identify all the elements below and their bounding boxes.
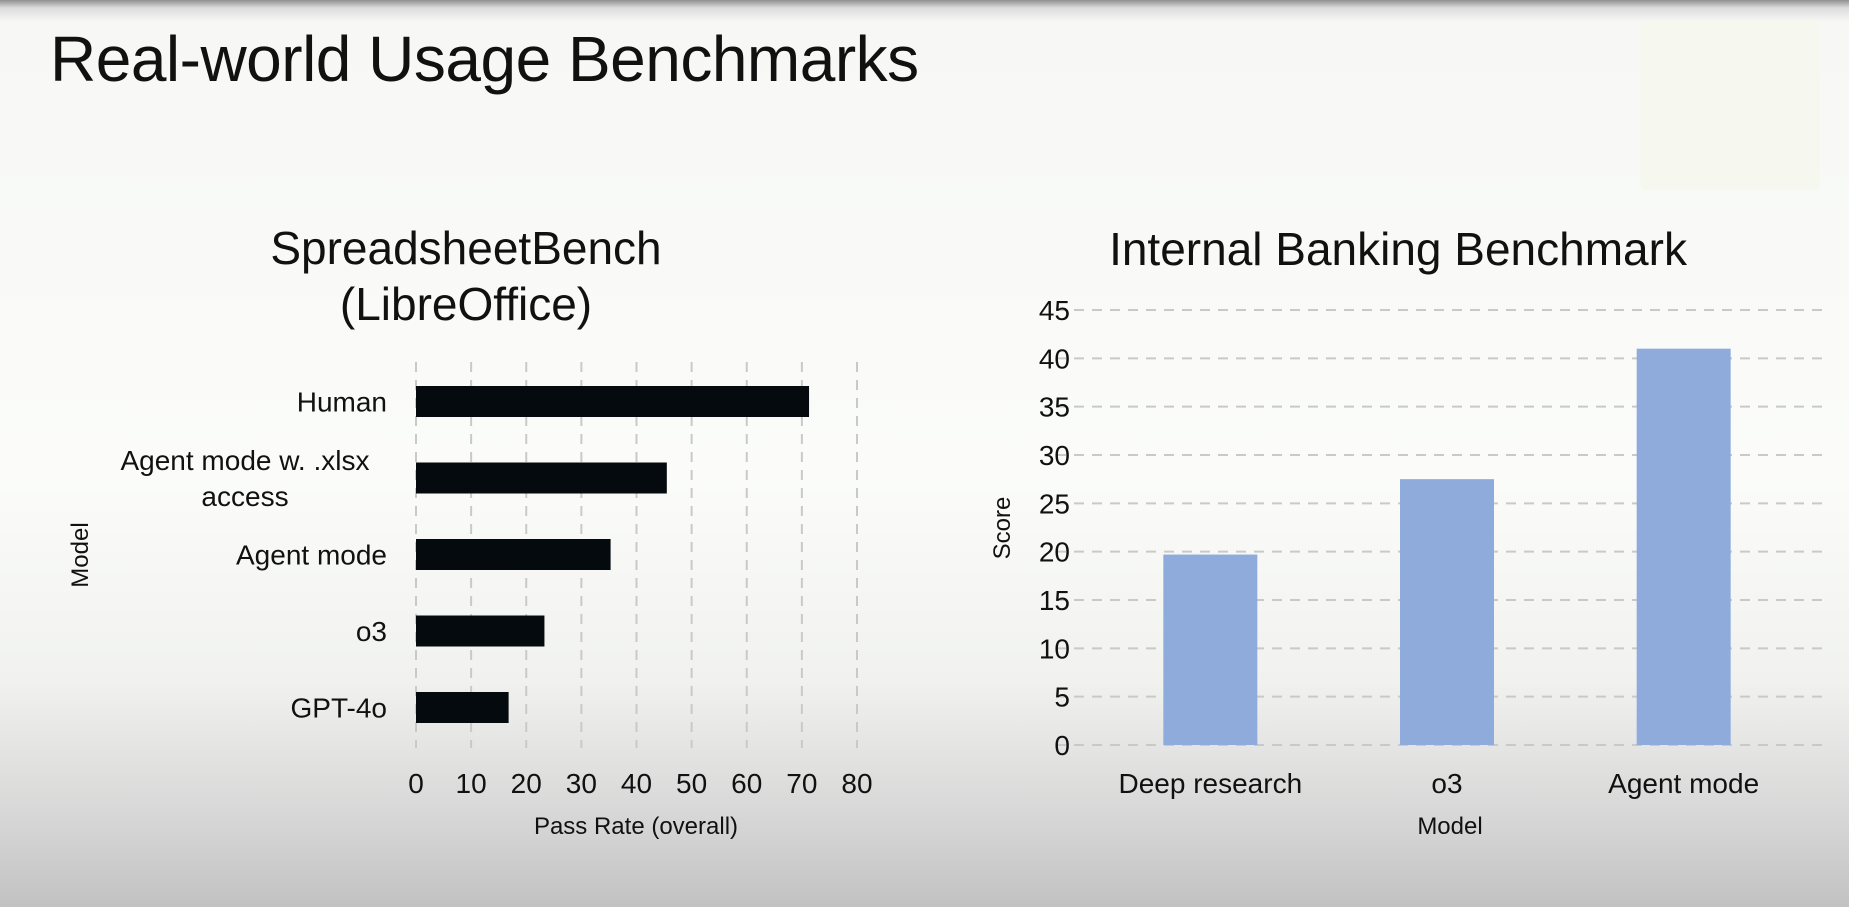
x-tick-label: 20: [511, 768, 542, 799]
slide-title: Real-world Usage Benchmarks: [50, 23, 919, 95]
category-label: Agent mode: [1608, 768, 1759, 799]
x-tick-label: 30: [566, 768, 597, 799]
x-tick-label: 0: [408, 768, 424, 799]
y-tick-label: 15: [1039, 585, 1070, 616]
x-axis-title: Pass Rate (overall): [534, 813, 738, 840]
y-tick-label: 45: [1039, 295, 1070, 326]
y-tick-label: 5: [1054, 682, 1070, 713]
category-label: Human: [297, 387, 387, 418]
y-axis-title: Score: [989, 497, 1016, 560]
spreadsheetbench-chart: SpreadsheetBench(LibreOffice) 0 10 20 30 40 50…: [67, 222, 873, 840]
x-tick-label: 50: [676, 768, 707, 799]
chart-title-line: (LibreOffice): [340, 278, 592, 330]
y-tick-label: 35: [1039, 392, 1070, 423]
x-tick-label: 40: [621, 768, 652, 799]
category-label: Agent mode: [236, 540, 387, 571]
x-tick-label: 10: [456, 768, 487, 799]
bar: [416, 386, 810, 417]
y-tick-label: 25: [1039, 488, 1070, 519]
bar: [416, 615, 545, 647]
bar: [416, 539, 611, 570]
category-label: access: [201, 481, 288, 512]
bar: [1636, 348, 1731, 745]
category-label: Agent mode w. .xlsx: [120, 445, 369, 476]
x-tick-label: 70: [786, 768, 817, 799]
y-axis-title: Model: [67, 522, 94, 587]
chart-title-line: SpreadsheetBench: [270, 222, 661, 274]
bar: [1163, 554, 1258, 745]
analytics-magnifier-icon: [1640, 20, 1820, 190]
y-tick-label: 10: [1039, 633, 1070, 664]
category-label: o3: [356, 616, 387, 647]
chart-title: Internal Banking Benchmark: [1109, 223, 1688, 275]
bar: [1400, 479, 1494, 745]
y-tick-label: 0: [1054, 730, 1070, 761]
y-tick-label: 30: [1039, 440, 1070, 471]
category-label: GPT-4o: [291, 693, 387, 724]
x-tick-label: 80: [841, 768, 872, 799]
bar: [416, 462, 667, 494]
y-tick-label: 40: [1039, 343, 1070, 374]
bar: [416, 692, 509, 723]
internal-banking-chart: Internal Banking Benchmark 0 5 10 15 20 25 30 35…: [989, 223, 1826, 840]
category-label: Deep research: [1119, 768, 1303, 799]
x-tick-label: 60: [731, 768, 762, 799]
y-tick-label: 20: [1039, 537, 1070, 568]
category-label: o3: [1431, 768, 1462, 799]
x-axis-title: Model: [1417, 813, 1482, 840]
